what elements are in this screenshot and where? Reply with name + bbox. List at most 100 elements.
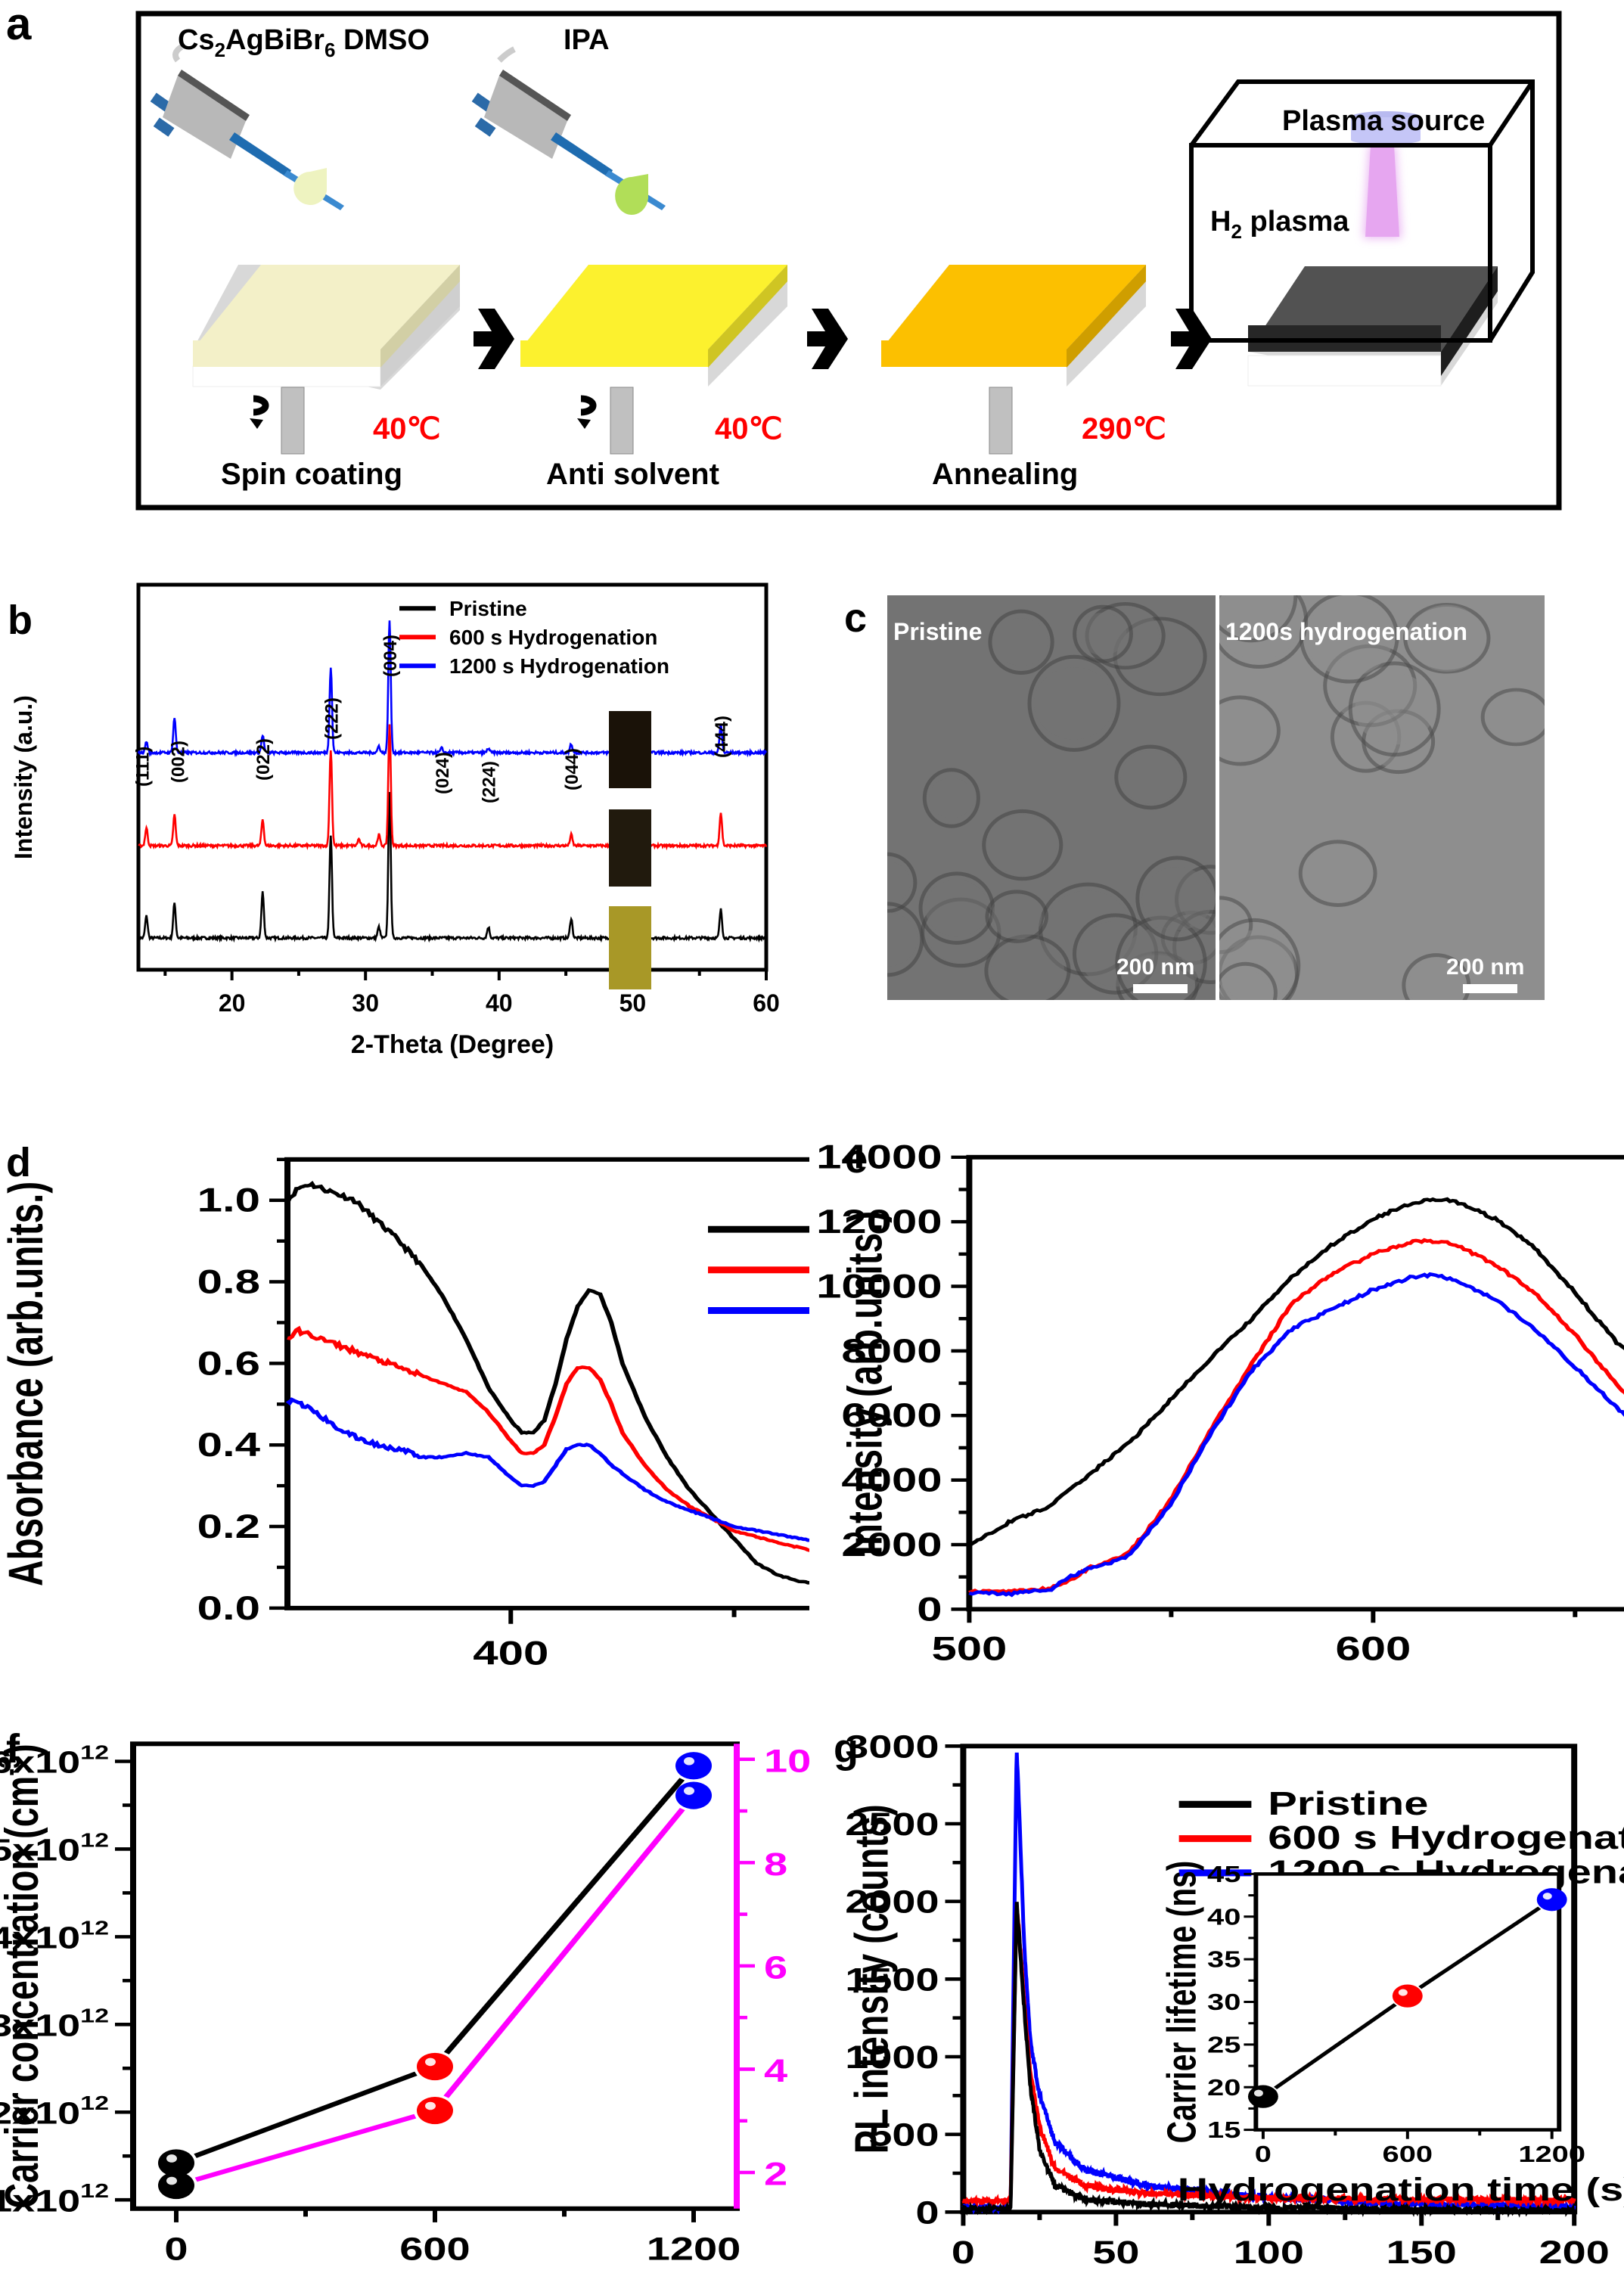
y-tick-label: 500 [868,2117,939,2153]
y-tick-label: 1000 [845,2040,939,2076]
y-tick-label: 2000 [845,1884,939,1920]
inset-y-tick-label: 15 [1207,2118,1241,2143]
series-line-carrier-mobility [443,1807,685,2098]
chart-b-xrd: 20 30 40 50 60 2-Theta (Degree) Intensity (a.u… [10,582,780,1059]
chart-g-trpl: 050100150200050010001500200025003000Time… [845,1729,1624,2271]
y-tick-label: 8000 [841,1332,942,1370]
y-tick-label: 14000 [816,1138,942,1176]
chart-d-absorbance: 4006008000.00.20.40.60.81.0Wavelength (n… [0,1157,809,1672]
inset-y-tick-label: 30 [1207,1990,1241,2015]
sample-photo-inset [609,809,651,887]
y-tick-label: 0.0 [197,1589,260,1627]
inset-y-tick-label: 25 [1207,2033,1241,2058]
y-tick-label: 4x1012 [0,1918,109,1955]
plasma-source-label: Plasma source [1282,105,1485,137]
x-tick-label: 200 [1539,2235,1610,2271]
x-tick-label: 50 [1092,2235,1139,2271]
grain [887,862,911,904]
arrow-right-icon [474,309,514,369]
grain-texture [1219,595,1545,1000]
x-tick-label: 600 [399,2231,470,2267]
step-label-spin: Spin coating [221,458,402,491]
inset-data-point [1536,1888,1567,1912]
plasma-chamber [1189,79,1535,387]
x-tick-label: 150 [1386,2235,1457,2271]
x-tick-label: 400 [473,1635,548,1672]
panel-label-a: a [6,0,32,49]
data-point-highlight [166,2154,177,2163]
panel-label-b: b [8,598,33,643]
grain-boundary [1403,602,1491,674]
sem-image-pristine-full: Pristine 200 nm [887,595,1216,1000]
h2-plasma-label: H2 plasma [1210,206,1349,243]
y-tick-label: 3000 [845,1729,939,1765]
substrate-spin-coating [192,265,460,455]
panel-label-f: f [6,1726,20,1772]
data-point-highlight [684,1756,694,1766]
scale-bar-label: 200 nm [1446,955,1525,980]
substrate-anti-solvent [520,265,787,455]
grain-boundary [985,890,1049,943]
y-tick-label: 6000 [841,1396,942,1434]
y2-tick-label: 4 [764,2053,788,2089]
y-tick-label: 10000 [816,1268,942,1306]
grain-boundary [988,609,1054,675]
data-point-highlight [425,2058,436,2067]
scale-bar [1133,984,1188,993]
inset-y-tick-label: 35 [1207,1947,1241,1972]
y-tick-label: 3x1012 [0,2005,109,2043]
grain [929,778,974,818]
grain [1141,866,1213,930]
grain [988,814,1057,876]
peak-annotation: (111) [133,747,154,787]
y-tick-label: 1x1012 [0,2181,109,2219]
inset-x-tick-label: 1200 [1518,2141,1585,2166]
scale-bar-label: 200 nm [1116,955,1195,980]
grain [887,912,918,967]
grain [1033,667,1114,740]
data-point-highlight [1542,1893,1552,1900]
peak-annotation: (024) [433,752,453,794]
grain [1121,927,1201,999]
sem-title: Pristine [893,618,983,645]
peak-annotation: (044) [562,748,582,790]
series-line-carrier-concentration [443,1778,685,2054]
y-tick-label: 5x1012 [0,1830,109,1868]
y-tick-label: 2500 [845,1807,939,1843]
series-line-600-s-hydrogenation [961,1905,1576,2209]
series-line-1200-s-hydrogenation [285,1397,809,1542]
y-tick-label: 0.8 [197,1263,260,1301]
grain-boundary [1348,661,1441,757]
grain [1409,604,1484,672]
y-tick-label: 0.6 [197,1345,260,1383]
grain [1219,595,1291,632]
peak-annotation: (224) [480,761,500,803]
y2-tick-label: 10 [764,1743,809,1779]
panel-label-g: g [834,1726,859,1772]
precursor-drop-icon [293,168,327,205]
panel-a-frame [135,11,1562,511]
series-line-1200-s-hydrogenation [968,1272,1624,1598]
antisolvent-drop-icon [615,174,648,215]
legend-label: 600 s Hydrogenation [1268,1819,1624,1856]
data-point [675,1781,712,1809]
data-point-highlight [1398,1989,1408,1996]
grain [991,893,1042,939]
grain-boundary [887,852,918,913]
peak-annotation: (004) [380,635,401,677]
inset-x-tick-label: 600 [1383,2141,1433,2166]
data-point-highlight [166,2176,177,2185]
plot-frame [966,1154,1624,1612]
y-axis-label: PL intensity (counts) [845,1804,898,2154]
grain-boundary [1299,595,1399,684]
y-tick-label: 4000 [841,1461,942,1499]
grain-boundary [1219,695,1281,766]
x-tick-label: 0 [952,2235,975,2271]
y-tick-label: 6x1012 [0,1742,109,1780]
grain [1079,612,1127,656]
data-point [158,2171,194,2200]
series-line-pristine [285,1180,809,1585]
grain-boundary [918,871,995,945]
